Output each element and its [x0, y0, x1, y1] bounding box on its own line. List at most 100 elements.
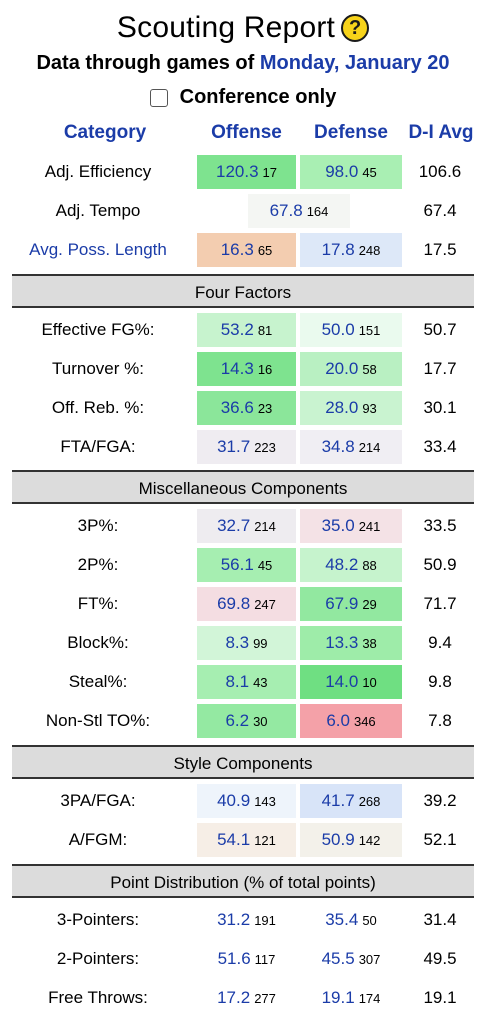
- defense-value[interactable]: 34.8: [321, 437, 355, 456]
- poss-length-link[interactable]: Avg. Poss. Length: [29, 240, 167, 259]
- offense-cell: 8.3 99: [197, 626, 296, 660]
- defense-cell: 35.4 50: [300, 903, 402, 937]
- defense-cell: 28.0 93: [300, 391, 402, 425]
- defense-value[interactable]: 19.1: [321, 988, 355, 1007]
- offense-rank: 191: [254, 913, 276, 928]
- subtitle-prefix: Data through games of: [36, 52, 255, 74]
- offense-cell: 8.1 43: [197, 665, 296, 699]
- tempo-value[interactable]: 67.8: [269, 201, 303, 220]
- table-row: 3P%: 32.7 214 35.0 241 33.5: [0, 509, 486, 547]
- row-label: 2-Pointers:: [56, 949, 140, 968]
- defense-value[interactable]: 67.9: [325, 594, 359, 613]
- defense-value[interactable]: 13.3: [325, 633, 359, 652]
- offense-value[interactable]: 31.2: [217, 910, 251, 929]
- offense-rank: 16: [257, 362, 273, 377]
- row-label: Non-Stl TO%:: [45, 711, 151, 730]
- offense-rank: 214: [254, 519, 276, 534]
- defense-value[interactable]: 35.4: [325, 910, 359, 929]
- offense-rank: 81: [257, 323, 273, 338]
- defense-cell: 45.5 307: [300, 942, 402, 976]
- conference-only-toggle[interactable]: Conference only: [0, 86, 486, 109]
- table-row: Off. Reb. %: 36.6 23 28.0 93 30.1: [0, 391, 486, 429]
- offense-value[interactable]: 40.9: [217, 791, 251, 810]
- offense-value[interactable]: 54.1: [217, 830, 251, 849]
- defense-value[interactable]: 41.7: [321, 791, 355, 810]
- offense-value[interactable]: 120.3: [215, 162, 259, 181]
- conference-only-label: Conference only: [179, 86, 337, 108]
- defense-value[interactable]: 20.0: [325, 359, 359, 378]
- defense-value[interactable]: 48.2: [325, 555, 359, 574]
- offense-value[interactable]: 6.2: [225, 711, 250, 730]
- d1-average: 9.4: [428, 633, 452, 652]
- subtitle-date-link[interactable]: Monday, January 20: [259, 52, 450, 74]
- col-d1avg-header[interactable]: D-I Avg: [408, 122, 474, 143]
- defense-cell: 17.8 248: [300, 233, 402, 267]
- defense-value[interactable]: 17.8: [321, 240, 355, 259]
- d1-average: 31.4: [423, 910, 457, 929]
- offense-value[interactable]: 56.1: [220, 555, 254, 574]
- defense-value[interactable]: 6.0: [326, 711, 350, 730]
- d1-average: 17.7: [423, 359, 457, 378]
- offense-cell: 17.2 277: [197, 981, 296, 1015]
- offense-value[interactable]: 16.3: [220, 240, 254, 259]
- tempo-cell: 67.8 164: [248, 194, 350, 228]
- defense-value[interactable]: 50.9: [321, 830, 355, 849]
- col-category-header[interactable]: Category: [63, 122, 147, 143]
- defense-rank: 50: [362, 913, 377, 928]
- col-offense-header[interactable]: Offense: [211, 122, 282, 143]
- offense-value[interactable]: 32.7: [217, 516, 251, 535]
- offense-cell: 31.7 223: [197, 430, 296, 464]
- offense-value[interactable]: 14.3: [220, 359, 254, 378]
- offense-value[interactable]: 8.1: [225, 672, 250, 691]
- offense-rank: 17: [262, 165, 277, 180]
- offense-value[interactable]: 51.6: [217, 949, 251, 968]
- offense-value[interactable]: 69.8: [217, 594, 251, 613]
- offense-cell: 6.2 30: [197, 704, 296, 738]
- table-row: FT%: 69.8 247 67.9 29 71.7: [0, 587, 486, 625]
- col-defense-header[interactable]: Defense: [314, 122, 388, 143]
- table-row-adj-tempo: Adj. Tempo 67.8 164 67.4: [0, 194, 486, 232]
- defense-value[interactable]: 28.0: [325, 398, 359, 417]
- defense-value[interactable]: 98.0: [325, 162, 359, 181]
- help-icon[interactable]: ?: [341, 14, 370, 42]
- row-label: Off. Reb. %:: [51, 398, 145, 417]
- offense-value[interactable]: 31.7: [217, 437, 251, 456]
- offense-cell: 36.6 23: [197, 391, 296, 425]
- row-label: 3PA/FGA:: [60, 791, 136, 810]
- offense-cell: 16.3 65: [197, 233, 296, 267]
- section-header-four-factors: Four Factors: [12, 274, 474, 308]
- page-title: Scouting Report: [116, 11, 336, 44]
- defense-value[interactable]: 50.0: [321, 320, 355, 339]
- defense-rank: 142: [358, 833, 381, 848]
- offense-value[interactable]: 17.2: [217, 988, 251, 1007]
- defense-rank: 214: [358, 440, 381, 455]
- offense-value[interactable]: 53.2: [220, 320, 254, 339]
- row-label: Block%:: [67, 633, 129, 652]
- defense-cell: 14.0 10: [300, 665, 402, 699]
- defense-cell: 34.8 214: [300, 430, 402, 464]
- row-label: FT%:: [77, 594, 119, 613]
- table-row: Free Throws: 17.2 277 19.1 174 19.1: [0, 981, 486, 1019]
- conference-only-checkbox[interactable]: [149, 88, 168, 107]
- table-row: 3PA/FGA: 40.9 143 41.7 268 39.2: [0, 784, 486, 822]
- defense-cell: 19.1 174: [300, 981, 402, 1015]
- offense-rank: 65: [257, 243, 273, 258]
- defense-rank: 151: [358, 323, 381, 338]
- defense-rank: 88: [362, 558, 377, 573]
- offense-cell: 69.8 247: [197, 587, 296, 621]
- offense-cell: 31.2 191: [197, 903, 296, 937]
- offense-cell: 51.6 117: [197, 942, 296, 976]
- offense-value[interactable]: 8.3: [225, 633, 250, 652]
- defense-value[interactable]: 14.0: [325, 672, 359, 691]
- offense-rank: 23: [257, 401, 273, 416]
- section-header-point-distribution: Point Distribution (% of total points): [12, 864, 474, 898]
- offense-rank: 117: [254, 952, 276, 967]
- offense-cell: 56.1 45: [197, 548, 296, 582]
- offense-value[interactable]: 36.6: [220, 398, 254, 417]
- defense-value[interactable]: 45.5: [321, 949, 355, 968]
- defense-value[interactable]: 35.0: [321, 516, 355, 535]
- row-label: Adj. Efficiency: [44, 162, 152, 181]
- table-row: 3-Pointers: 31.2 191 35.4 50 31.4: [0, 903, 486, 941]
- d1-average: 30.1: [423, 398, 457, 417]
- defense-rank: 45: [362, 165, 377, 180]
